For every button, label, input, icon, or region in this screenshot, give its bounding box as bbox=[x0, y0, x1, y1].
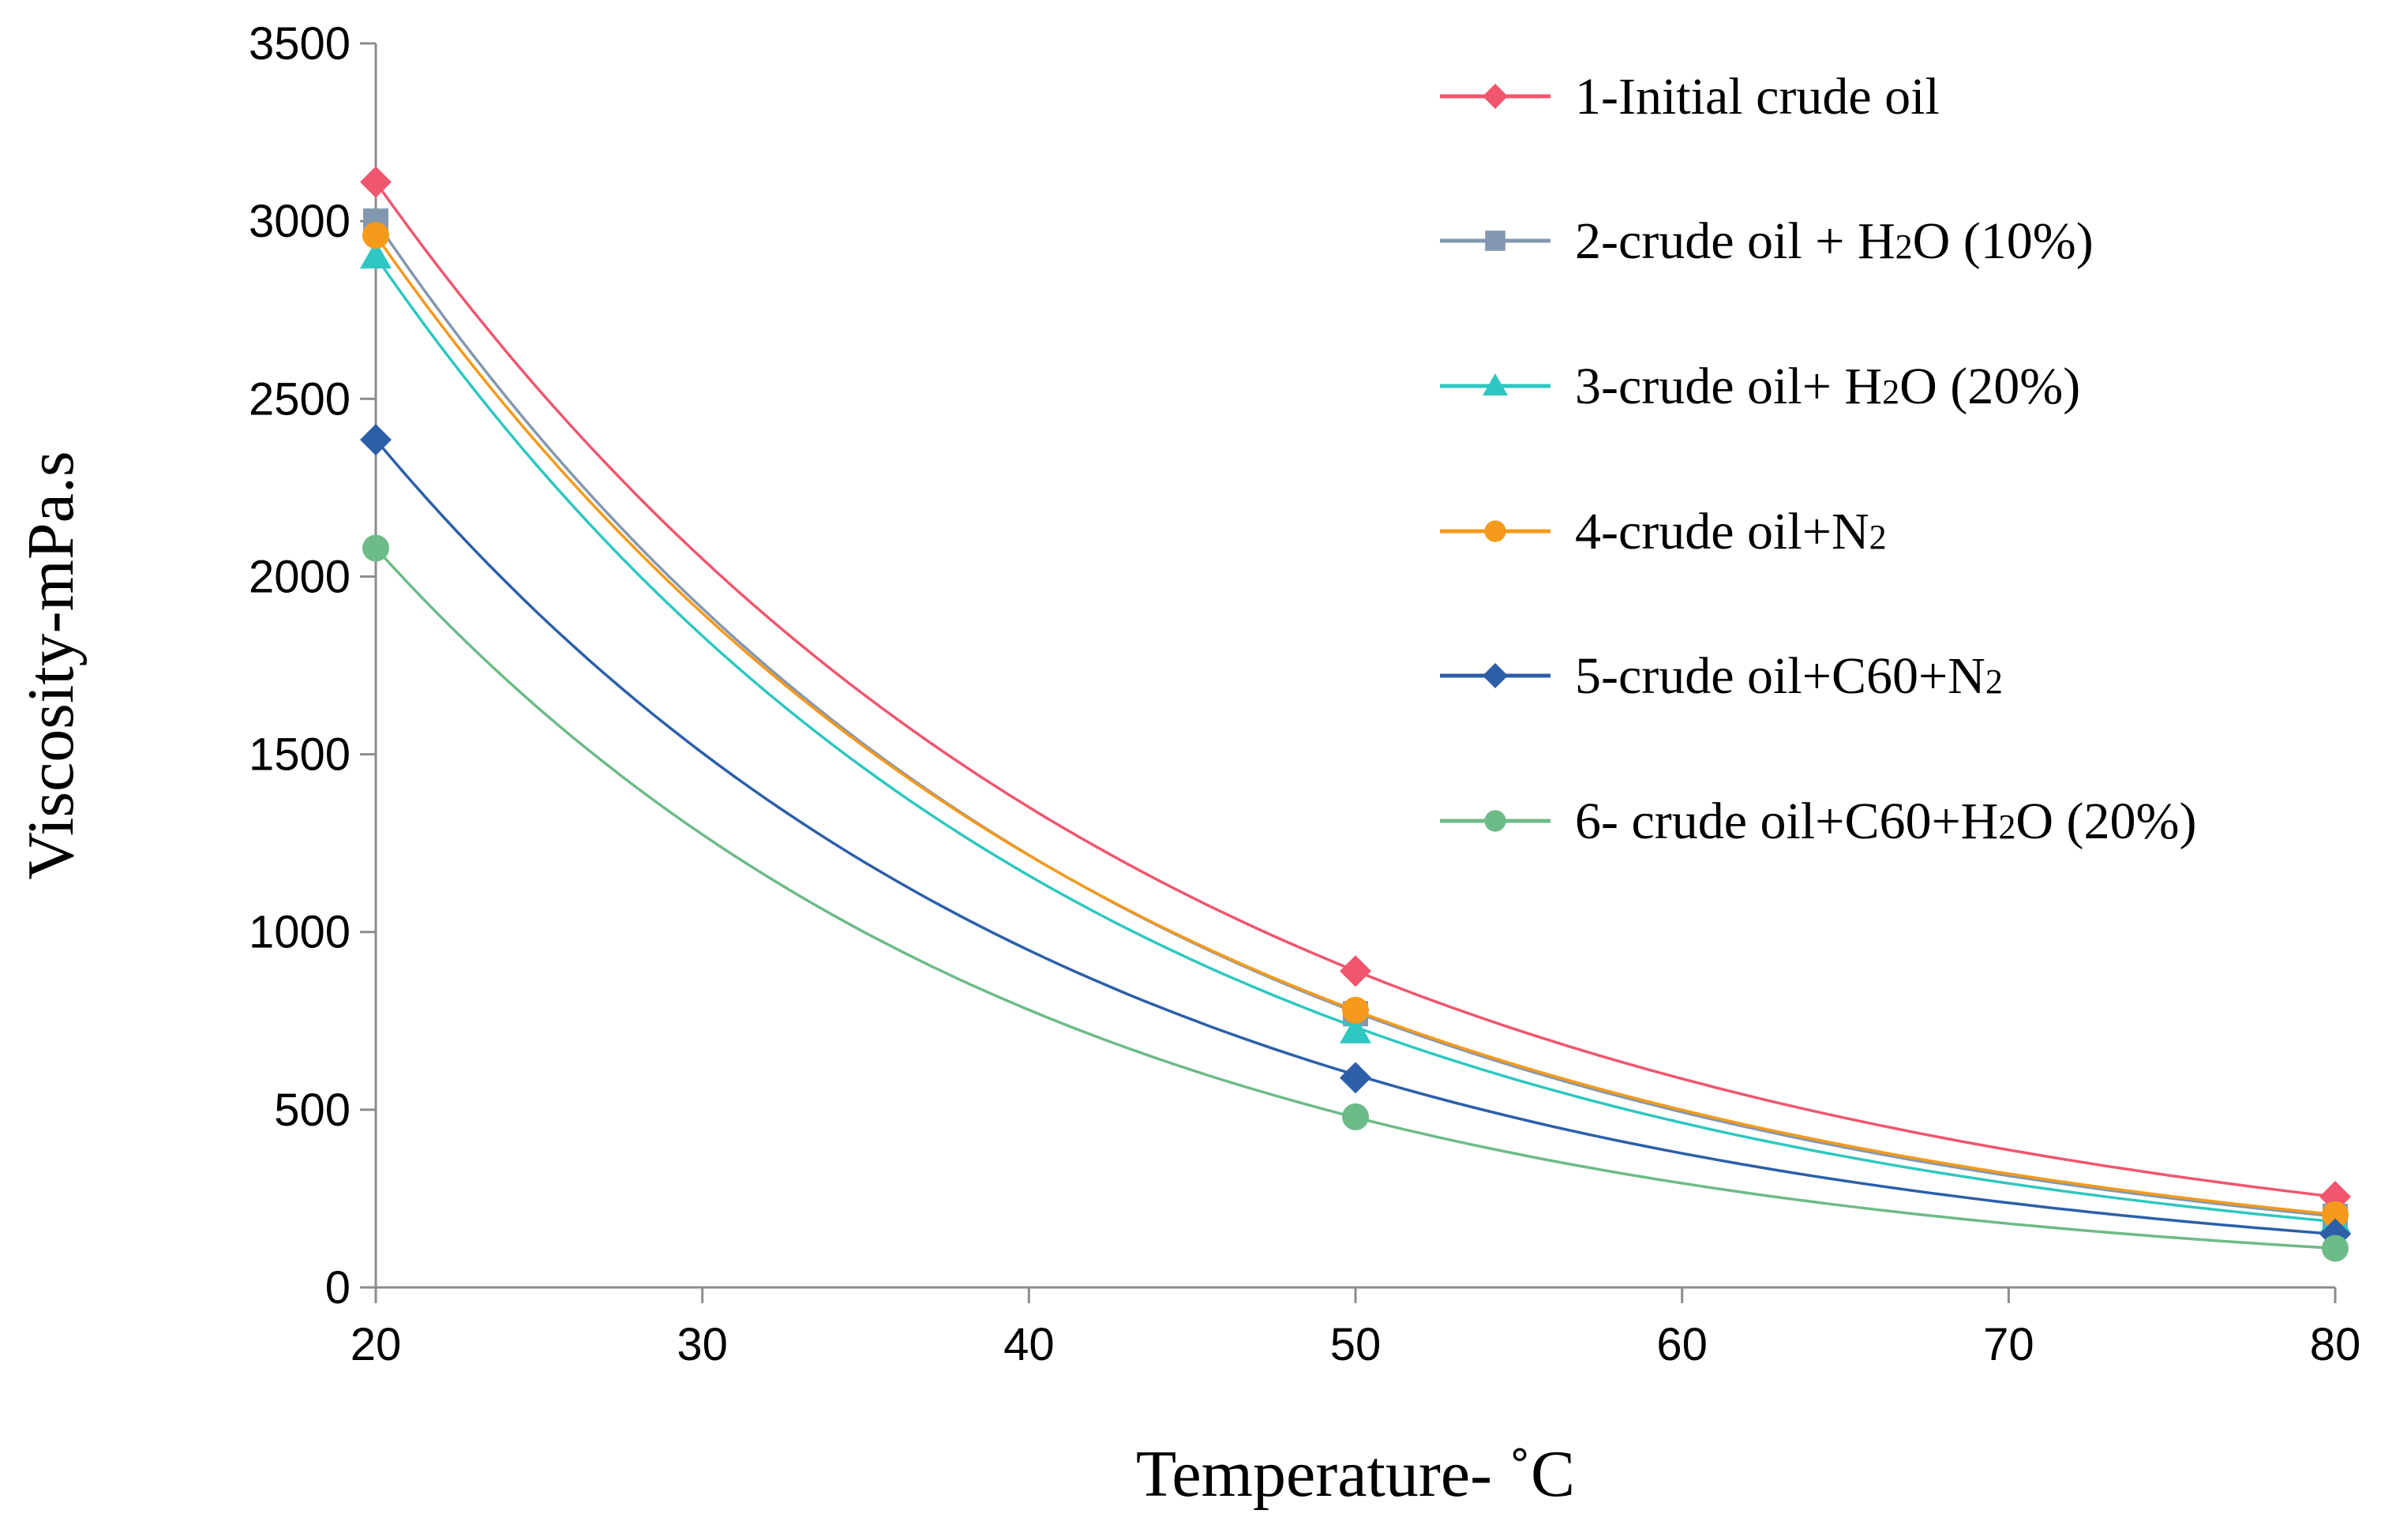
x-tick-label: 50 bbox=[1330, 1319, 1382, 1370]
data-point bbox=[360, 166, 392, 198]
series-5 bbox=[360, 424, 2351, 1250]
legend-label: 4-crude oil+N2 bbox=[1575, 503, 1887, 560]
series-line bbox=[374, 547, 2336, 1250]
legend-item: 6- crude oil+C60+H2O (20%) bbox=[1440, 792, 2196, 850]
series-line bbox=[374, 181, 2336, 1198]
y-tick-label: 1500 bbox=[249, 729, 351, 781]
y-tick-label: 2500 bbox=[249, 373, 351, 425]
x-tick-label: 40 bbox=[1003, 1319, 1055, 1370]
data-point bbox=[1342, 1103, 1369, 1130]
legend-item: 3-crude oil+ H2O (20%) bbox=[1440, 358, 2080, 415]
data-point bbox=[360, 241, 392, 269]
series-1 bbox=[360, 166, 2351, 1213]
legend-label: 1-Initial crude oil bbox=[1575, 68, 1940, 126]
data-point bbox=[2322, 1201, 2349, 1228]
y-tick-label: 0 bbox=[325, 1262, 351, 1313]
axes: 0 500 1000 1500 2000 2500 3000 3500 20 30 40 50 60 70… bbox=[249, 18, 2360, 1370]
legend-item: 4-crude oil+N2 bbox=[1440, 503, 1887, 560]
y-tick-label: 1000 bbox=[249, 907, 351, 958]
y-tick-label: 3500 bbox=[249, 18, 351, 69]
y-axis-title: Viscosity-mPa.s bbox=[14, 451, 88, 879]
legend-swatch-marker bbox=[1483, 663, 1508, 688]
series-4 bbox=[362, 222, 2349, 1228]
legend-swatch-marker bbox=[1483, 84, 1508, 109]
data-point bbox=[1340, 1062, 1371, 1094]
series-6 bbox=[362, 534, 2349, 1262]
data-point bbox=[362, 534, 389, 562]
x-tick-label: 20 bbox=[351, 1319, 402, 1370]
legend-swatch-marker bbox=[1485, 230, 1505, 251]
x-tick-label: 60 bbox=[1656, 1319, 1708, 1370]
x-axis-title: Temperature- ˚C bbox=[1136, 1437, 1575, 1511]
x-tick-label: 30 bbox=[677, 1319, 728, 1370]
data-point bbox=[1342, 996, 1369, 1024]
y-tick-label: 2000 bbox=[249, 551, 351, 602]
data-point bbox=[360, 424, 392, 456]
legend-swatch-marker bbox=[1484, 810, 1506, 832]
data-point bbox=[2322, 1235, 2349, 1262]
legend-label: 5-crude oil+C60+N2 bbox=[1575, 647, 2003, 705]
legend-item: 1-Initial crude oil bbox=[1440, 68, 1940, 126]
data-point bbox=[1340, 955, 1371, 987]
legend: 1-Initial crude oil 2-crude oil + H2O (10… bbox=[1440, 68, 2196, 850]
legend-swatch-marker bbox=[1484, 520, 1506, 542]
data-point bbox=[362, 222, 389, 249]
legend-item: 5-crude oil+C60+N2 bbox=[1440, 647, 2003, 705]
series-layer bbox=[360, 166, 2351, 1262]
legend-swatch-marker bbox=[1483, 373, 1508, 395]
legend-label: 2-crude oil + H2O (10%) bbox=[1575, 212, 2094, 270]
legend-label: 3-crude oil+ H2O (20%) bbox=[1575, 358, 2080, 415]
legend-item: 2-crude oil + H2O (10%) bbox=[1440, 212, 2094, 270]
x-tick-label: 70 bbox=[1983, 1319, 2034, 1370]
x-tick-label: 80 bbox=[2310, 1319, 2361, 1370]
data-point bbox=[1340, 1015, 1371, 1044]
legend-label: 6- crude oil+C60+H2O (20%) bbox=[1575, 792, 2196, 850]
y-tick-label: 3000 bbox=[249, 196, 351, 247]
y-tick-label: 500 bbox=[274, 1085, 351, 1136]
